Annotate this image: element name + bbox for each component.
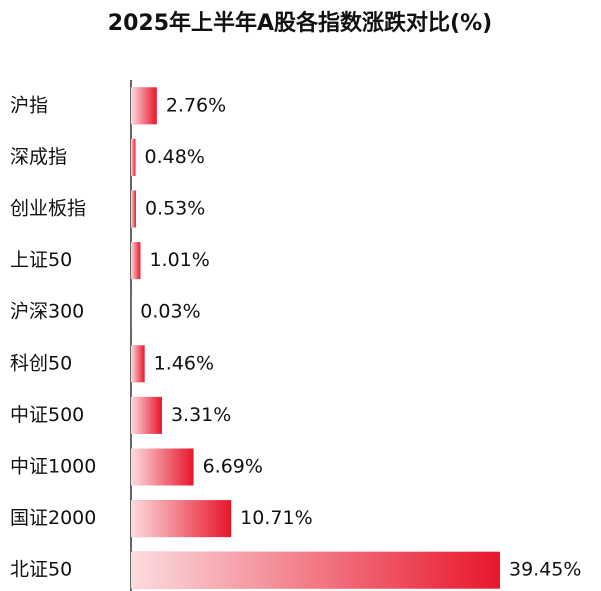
bar-shade <box>131 396 162 434</box>
category-label: 上证50 <box>10 249 72 271</box>
value-label: 39.45% <box>509 559 581 581</box>
bar-shade <box>131 190 136 228</box>
value-label: 2.76% <box>166 94 226 116</box>
bar-shade <box>131 448 194 486</box>
bar-shade <box>131 551 500 589</box>
value-label: 3.31% <box>171 404 231 426</box>
category-label: 沪指 <box>10 94 48 116</box>
category-label: 中证500 <box>10 404 84 426</box>
category-label: 国证2000 <box>10 507 96 529</box>
value-label: 0.53% <box>145 198 205 220</box>
bar-shade <box>131 242 141 280</box>
category-label: 北证50 <box>10 559 72 581</box>
value-label: 10.71% <box>240 507 312 529</box>
bar-shade <box>131 345 145 383</box>
value-label: 1.01% <box>149 249 209 271</box>
category-label: 深成指 <box>10 146 67 168</box>
bar-shade <box>131 87 157 125</box>
value-label: 0.48% <box>144 146 204 168</box>
category-label: 创业板指 <box>10 198 86 220</box>
category-label: 中证1000 <box>10 456 96 478</box>
value-label: 0.03% <box>140 301 200 323</box>
chart-title: 2025年上半年A股各指数涨跌对比(%) <box>108 10 492 36</box>
bar-shade <box>131 500 232 538</box>
bar-shade <box>131 138 136 176</box>
value-label: 6.69% <box>203 456 263 478</box>
category-label: 科创50 <box>10 352 72 374</box>
value-label: 1.46% <box>154 352 214 374</box>
category-label: 沪深300 <box>10 301 84 323</box>
